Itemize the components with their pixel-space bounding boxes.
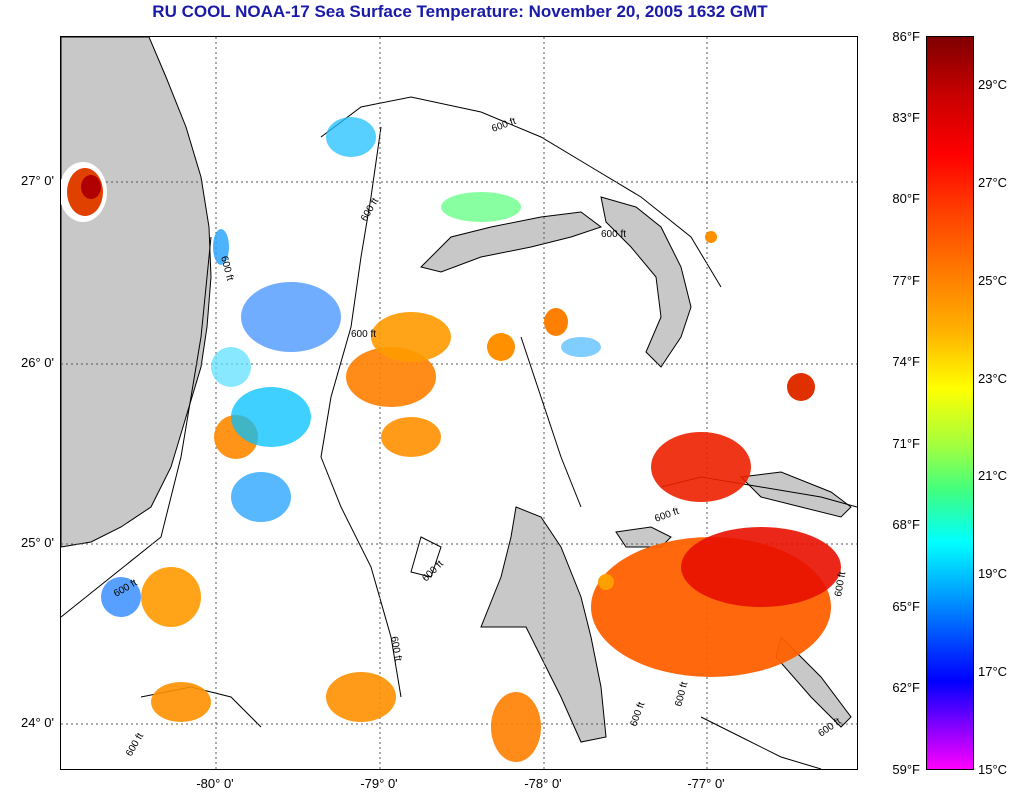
contour-600ft — [410, 536, 442, 578]
colorbar-c-label: 23°C — [978, 371, 1008, 386]
contour-label: 600 ft — [351, 329, 376, 340]
grand-bahama-land — [420, 211, 603, 273]
colorbar-f-label: 83°F — [892, 110, 920, 125]
contour-600ft — [700, 716, 822, 769]
contour-label: 600 ft — [388, 636, 403, 663]
lon-label-80: -80° 0' — [196, 776, 234, 791]
sst-patches — [61, 117, 841, 762]
contour-600ft — [520, 336, 582, 508]
temperature-colorbar — [926, 36, 974, 770]
colorbar-c-label: 29°C — [978, 77, 1008, 92]
colorbar-f-label: 62°F — [892, 680, 920, 695]
andros-land — [480, 506, 607, 743]
colorbar-c-label: 17°C — [978, 664, 1008, 679]
lat-label-26: 26° 0' — [21, 355, 54, 370]
eleuthera-land — [739, 471, 852, 518]
lat-label-25: 25° 0' — [21, 535, 54, 550]
contour-label: 600 ft — [601, 229, 626, 240]
colorbar-f-label: 68°F — [892, 517, 920, 532]
sst-map: 600 ft 600 ft 600 ft 600 ft 600 ft 600 f… — [60, 36, 858, 770]
contour-600ft — [61, 236, 212, 618]
lon-label-79: -79° 0' — [360, 776, 398, 791]
colorbar-c-label: 15°C — [978, 762, 1008, 777]
colorbar-f-label: 77°F — [892, 273, 920, 288]
colorbar-f-label: 65°F — [892, 599, 920, 614]
contour-label: 600 ft — [628, 701, 647, 728]
contour-label: 600 ft — [653, 506, 680, 525]
contour-label: 600 ft — [673, 681, 690, 708]
colorbar-f-label: 80°F — [892, 191, 920, 206]
colorbar-f-label: 86°F — [892, 29, 920, 44]
new-providence-land — [615, 526, 672, 548]
contour-600ft — [320, 126, 402, 698]
colorbar-f-label: 74°F — [892, 354, 920, 369]
contour-600ft — [320, 96, 722, 288]
colorbar-c-label: 19°C — [978, 566, 1008, 581]
colorbar-c-label: 27°C — [978, 175, 1008, 190]
contour-label: 600 ft — [420, 558, 446, 584]
lat-label-24: 24° 0' — [21, 715, 54, 730]
colorbar-c-label: 21°C — [978, 468, 1008, 483]
lat-label-27: 27° 0' — [21, 173, 54, 188]
lon-label-77: -77° 0' — [687, 776, 725, 791]
colorbar-c-label: 25°C — [978, 273, 1008, 288]
contour-label: 600 ft — [124, 731, 146, 758]
contour-label: 600 ft — [218, 255, 235, 282]
abaco-land — [600, 196, 692, 368]
contour-label: 600 ft — [833, 571, 848, 598]
map-canvas: 600 ft 600 ft 600 ft 600 ft 600 ft 600 f… — [61, 37, 857, 769]
colorbar-f-label: 59°F — [892, 762, 920, 777]
florida-land — [61, 37, 212, 548]
contour-label: 600 ft — [490, 116, 517, 135]
contour-label: 600 ft — [359, 196, 381, 223]
map-title: RU COOL NOAA-17 Sea Surface Temperature:… — [152, 2, 768, 21]
lon-label-78: -78° 0' — [524, 776, 562, 791]
colorbar-f-label: 71°F — [892, 436, 920, 451]
